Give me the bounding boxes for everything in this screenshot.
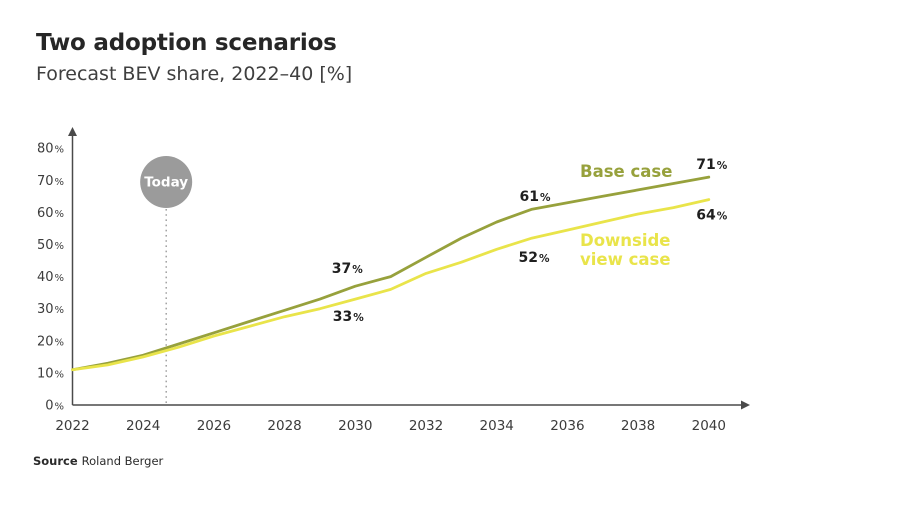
x-tick-label: 2036 [550, 418, 584, 434]
y-tick-label: 80% [37, 142, 64, 157]
data-label: 33% [333, 309, 364, 325]
data-label: 37% [332, 261, 363, 277]
y-axis-arrow [68, 127, 77, 136]
y-tick-label: 10% [37, 366, 64, 381]
y-tick-label: 50% [37, 238, 64, 253]
x-tick-label: 2028 [267, 418, 301, 434]
x-tick-label: 2034 [480, 418, 514, 434]
y-tick-label: 0% [45, 399, 64, 414]
x-tick-label: 2038 [621, 418, 655, 434]
source-line: Source Roland Berger [33, 454, 163, 468]
page-title: Two adoption scenarios [36, 30, 337, 56]
today-label: Today [144, 175, 188, 191]
y-tick-label: 60% [37, 206, 64, 221]
x-tick-label: 2026 [197, 418, 231, 434]
data-label: 52% [519, 250, 550, 266]
source-label: Source [33, 454, 78, 468]
downside-case-line [71, 198, 711, 372]
legend-downside-case: Downside view case [580, 231, 671, 269]
y-tick-label: 70% [37, 174, 64, 189]
x-tick-label: 2030 [338, 418, 372, 434]
legend-base-case: Base case [580, 162, 672, 181]
y-tick-label: 20% [37, 334, 64, 349]
chart-header: Two adoption scenarios Forecast BEV shar… [36, 30, 352, 85]
x-tick-label: 2032 [409, 418, 443, 434]
base-case-line [71, 175, 711, 372]
y-tick-label: 30% [37, 302, 64, 317]
x-tick-label: 2024 [126, 418, 160, 434]
data-label: 61% [520, 189, 551, 205]
x-axis-arrow [741, 400, 750, 410]
y-tick-label: 40% [37, 270, 64, 285]
data-label: 64% [696, 208, 727, 224]
page-subtitle: Forecast BEV share, 2022–40 [%] [36, 63, 353, 86]
source-value: Roland Berger [81, 454, 164, 468]
data-label: 71% [696, 157, 727, 173]
x-tick-label: 2022 [55, 418, 89, 434]
today-marker [140, 156, 193, 208]
x-tick-label: 2040 [692, 418, 726, 434]
